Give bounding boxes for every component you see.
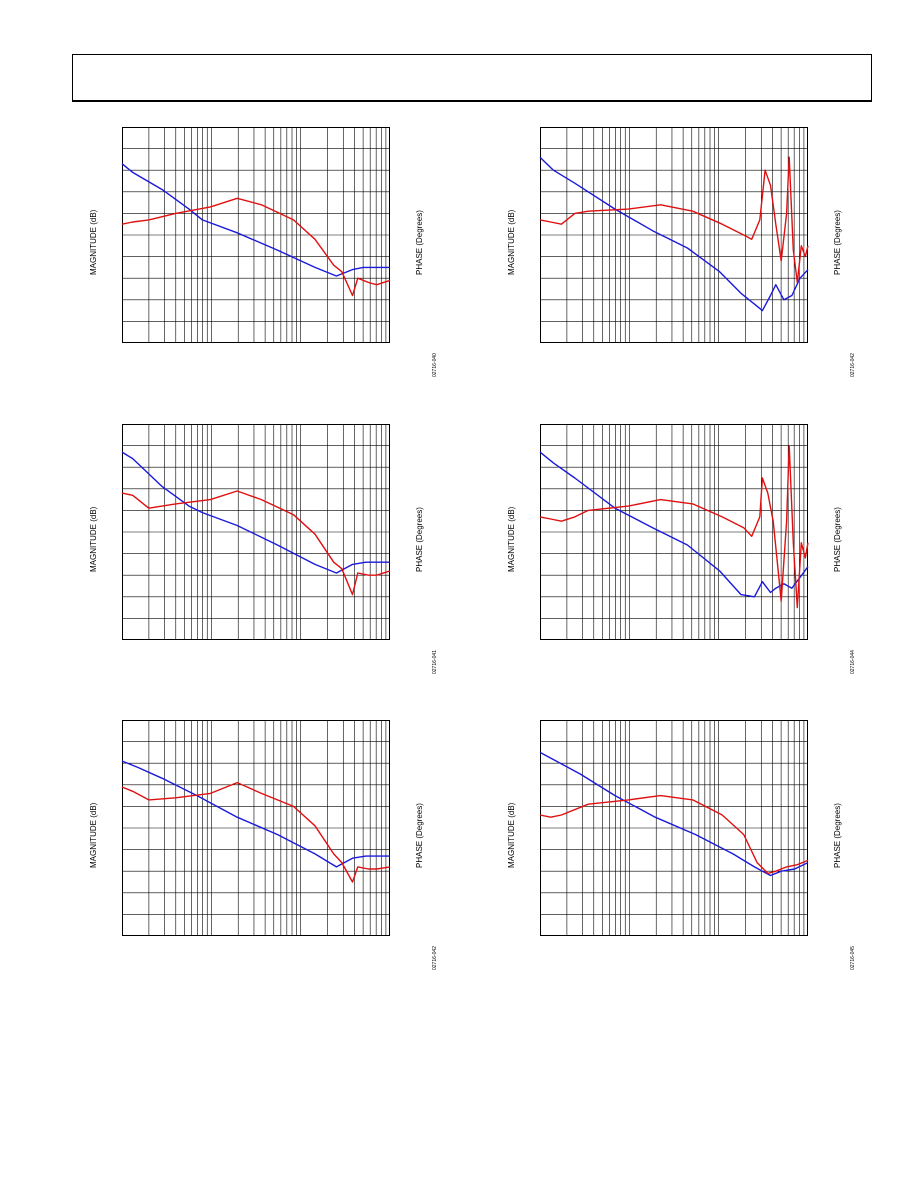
secondary-y-axis-label: PHASE (Degrees) xyxy=(833,507,842,572)
chart-svg-p1 xyxy=(121,127,391,343)
chart-svg-p4 xyxy=(539,424,809,640)
figure-id: 02716-041 xyxy=(432,650,438,674)
figure-id: 02716-044 xyxy=(850,650,856,674)
phase-series-line xyxy=(539,156,809,284)
figure-id: 02716-040 xyxy=(432,353,438,377)
figure-id: 02716-042 xyxy=(850,353,856,377)
magnitude-series-line xyxy=(539,751,809,877)
y-axis-label: MAGNITUDE (dB) xyxy=(507,802,516,868)
y-axis-label: MAGNITUDE (dB) xyxy=(89,506,98,572)
chart-panel-p3: MAGNITUDE (dB) PHASE (Degrees) 02716-041 xyxy=(72,424,452,694)
magnitude-series-line xyxy=(121,163,390,277)
chart-panel-p5: MAGNITUDE (dB) PHASE (Degrees) 02716-042 xyxy=(72,720,452,990)
y-axis-label: MAGNITUDE (dB) xyxy=(89,209,98,275)
chart-panel-p6: MAGNITUDE (dB) PHASE (Degrees) 02716-045 xyxy=(490,720,870,990)
y-axis-label: MAGNITUDE (dB) xyxy=(507,209,516,275)
secondary-y-axis-label: PHASE (Degrees) xyxy=(415,210,424,275)
phase-series-line xyxy=(539,444,809,609)
chart-svg-p3 xyxy=(121,424,391,640)
phase-series-line xyxy=(539,794,809,875)
phase-series-line xyxy=(121,490,391,596)
phase-series-line xyxy=(121,781,391,883)
chart-panel-p4: MAGNITUDE (dB) PHASE (Degrees) 02716-044 xyxy=(490,424,870,694)
magnitude-series-line xyxy=(539,156,809,312)
figure-id: 02716-045 xyxy=(850,946,856,970)
header-box xyxy=(72,54,872,102)
phase-series-line xyxy=(121,197,391,297)
magnitude-series-line xyxy=(121,760,390,868)
magnitude-series-line xyxy=(539,451,809,598)
secondary-y-axis-label: PHASE (Degrees) xyxy=(415,507,424,572)
chart-svg-p5 xyxy=(121,720,391,936)
y-axis-label: MAGNITUDE (dB) xyxy=(507,506,516,572)
chart-panel-p1: MAGNITUDE (dB) PHASE (Degrees) 02716-040 xyxy=(72,127,452,397)
y-axis-label: MAGNITUDE (dB) xyxy=(89,802,98,868)
figure-id: 02716-042 xyxy=(432,946,438,970)
secondary-y-axis-label: PHASE (Degrees) xyxy=(415,803,424,868)
magnitude-series-line xyxy=(121,451,390,574)
chart-svg-p6 xyxy=(539,720,809,936)
chart-panel-p2: MAGNITUDE (dB) PHASE (Degrees) 02716-042 xyxy=(490,127,870,397)
secondary-y-axis-label: PHASE (Degrees) xyxy=(833,210,842,275)
secondary-y-axis-label: PHASE (Degrees) xyxy=(833,803,842,868)
chart-svg-p2 xyxy=(539,127,809,343)
